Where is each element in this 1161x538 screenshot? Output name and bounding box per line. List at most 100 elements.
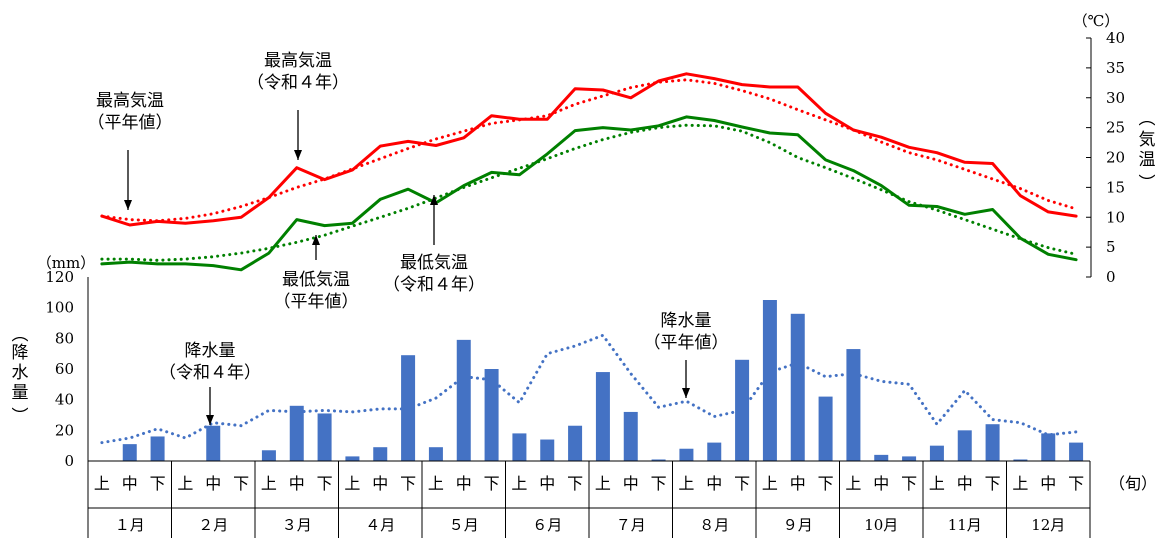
precip-bar (289, 405, 304, 461)
series-line (100, 78, 1078, 223)
precip-bar (456, 339, 471, 461)
dekad-label: 中 (289, 474, 305, 493)
temp-axis-title-bracket: ︶ (1139, 174, 1156, 194)
month-label: ６月 (532, 516, 562, 534)
precip-tick-label: 100 (45, 299, 74, 317)
annotation-label: 降水量 (661, 311, 712, 331)
dekad-label: 上 (678, 474, 694, 493)
dekad-label: 上 (929, 474, 945, 493)
dekad-label: 下 (985, 474, 1001, 493)
dekad-label: 上 (762, 474, 778, 493)
month-label: ５月 (449, 516, 479, 534)
temp-unit-label: （℃） (1073, 12, 1120, 30)
temp-tick-label: 30 (1106, 89, 1125, 107)
temp-axis-title-bracket: ︵ (1139, 109, 1156, 129)
month-label: ７月 (616, 516, 646, 534)
precip-axis-title-char: 降 (12, 343, 29, 363)
dekad-label: 中 (957, 474, 973, 493)
month-label: 12月 (1031, 516, 1065, 534)
series-line (100, 333, 1078, 445)
precip-bar (929, 445, 944, 461)
dekad-label: 下 (901, 474, 917, 493)
month-label: １月 (115, 516, 145, 534)
annotation-label: 最低気温 (400, 253, 468, 273)
precip-bar (1013, 459, 1028, 461)
dekad-label: 中 (873, 474, 889, 493)
precip-tick-label: 60 (55, 360, 74, 378)
precip-bar (373, 447, 388, 461)
precip-bar (512, 433, 527, 461)
month-label: ８月 (699, 516, 729, 534)
temp-tick-label: 25 (1106, 119, 1125, 137)
temp-axis-title-char: 気 (1139, 130, 1156, 150)
series-line (100, 123, 1078, 262)
temp-tick-label: 15 (1106, 178, 1125, 196)
annotation-arrow-head (124, 200, 132, 210)
dekad-label: 下 (484, 474, 500, 493)
precip-axis-title-bracket: ︵ (12, 325, 29, 345)
precip-bar (651, 459, 666, 461)
precip-bar (790, 313, 805, 461)
temp-axis-title-char: 温 (1139, 150, 1156, 170)
month-label: 11月 (948, 516, 982, 534)
precipitation-axis: 0 20 40 60 80 100 120 (45, 268, 89, 470)
precip-bar (735, 359, 750, 461)
annotation-arrow-head (430, 195, 438, 205)
precip-bar (484, 369, 499, 461)
dekad-label: 上 (94, 474, 110, 493)
dekad-label: 中 (539, 474, 555, 493)
precip-axis-title-char: 量 (12, 383, 29, 403)
precip-bar (122, 444, 137, 461)
annotation-arrow-head (206, 415, 214, 425)
month-label: ９月 (783, 516, 813, 534)
annotation-label: 最高気温 (96, 91, 164, 111)
temp-tick-label: 40 (1106, 29, 1125, 47)
precip-bar (345, 456, 360, 461)
temp-tick-label: 0 (1106, 268, 1116, 286)
temperature-axis: 0 5 10 15 20 25 30 35 40 (1086, 29, 1125, 286)
precip-tick-label: 40 (55, 391, 74, 409)
series-lines (100, 72, 1078, 445)
annotation-label: （令和４年） (159, 363, 261, 383)
precip-bar (150, 436, 165, 461)
temp-tick-label: 10 (1106, 208, 1125, 226)
dekad-label: 上 (511, 474, 527, 493)
precip-tick-label: 80 (55, 329, 74, 347)
annotations: 最高気温（令和４年）最高気温（平年値）最低気温（令和４年）最低気温（平年値）降水… (88, 51, 729, 425)
temp-tick-label: 5 (1106, 238, 1116, 256)
precip-tick-label: 120 (45, 268, 74, 286)
month-label: ３月 (282, 516, 312, 534)
precip-bar (846, 349, 861, 461)
precip-bar (623, 411, 638, 461)
precip-axis-title-bracket: ︶ (12, 407, 29, 427)
month-label: ４月 (365, 516, 395, 534)
series-line (100, 72, 1078, 227)
annotation-arrow-head (682, 388, 690, 398)
precip-bar (317, 413, 332, 461)
series-line (100, 115, 1078, 272)
temp-tick-label: 35 (1106, 59, 1125, 77)
dekad-label: 下 (567, 474, 583, 493)
precip-bar (902, 456, 917, 461)
dekad-label: 下 (818, 474, 834, 493)
precip-bar (568, 425, 583, 461)
dekad-label: 上 (1012, 474, 1028, 493)
annotation-label: 最低気温 (282, 270, 350, 290)
annotation-label: （平年値） (644, 333, 729, 353)
precipitation-bars (122, 300, 1084, 461)
annotation-label: （平年値） (88, 113, 173, 133)
dekad-label: 中 (790, 474, 806, 493)
annotation-label: 最高気温 (264, 51, 332, 71)
precip-tick-label: 20 (55, 421, 74, 439)
dekad-label: 下 (233, 474, 249, 493)
dekad-label: 中 (456, 474, 472, 493)
precip-bar (985, 424, 1000, 461)
precip-tick-label: 0 (64, 452, 74, 470)
precip-axis-title-char: 水 (12, 363, 29, 383)
precip-bar (261, 450, 276, 461)
precip-bar (762, 300, 777, 461)
precip-bar (818, 396, 833, 461)
precip-bar (874, 454, 889, 461)
dekad-label: 中 (706, 474, 722, 493)
